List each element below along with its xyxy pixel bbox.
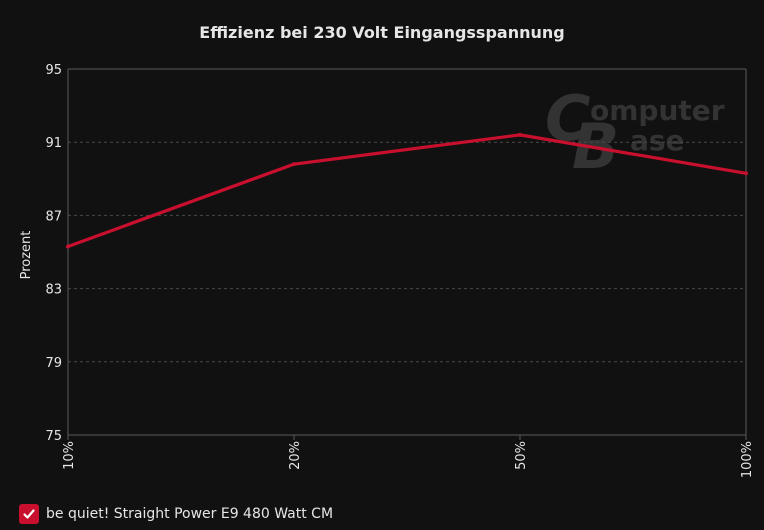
checkmark-icon: [23, 509, 35, 519]
x-tick-label: 10%: [62, 441, 77, 470]
y-tick-label: 75: [45, 429, 62, 444]
watermark-line1: omputer: [590, 94, 725, 127]
y-tick-label: 83: [45, 283, 62, 298]
y-tick-label: 95: [45, 63, 62, 78]
x-tick-label: 50%: [514, 441, 529, 470]
y-tick-label: 79: [45, 356, 62, 371]
data-point[interactable]: [518, 132, 522, 137]
data-point[interactable]: [744, 171, 748, 176]
x-tick-label: 100%: [740, 441, 755, 478]
y-tick-labels: 75 79 83 87 91 95: [45, 63, 62, 444]
axes: [67, 68, 747, 440]
data-point[interactable]: [66, 244, 70, 249]
series-line[interactable]: [66, 133, 748, 249]
x-tick-label: 20%: [288, 441, 303, 470]
y-tick-label: 91: [45, 136, 62, 151]
legend-label: be quiet! Straight Power E9 480 Watt CM: [46, 506, 334, 522]
chart-title: Effizienz bei 230 Volt Eingangsspannung: [199, 23, 564, 42]
series-group: [66, 132, 748, 249]
computerbase-watermark: C B omputer ase: [545, 82, 725, 183]
watermark-line2: ase: [630, 124, 685, 157]
y-axis-label: Prozent: [19, 231, 34, 280]
x-tick-labels: 10% 20% 50% 100%: [62, 441, 755, 478]
gridlines: [68, 141, 746, 363]
legend-checkbox[interactable]: [19, 504, 39, 524]
legend-item[interactable]: be quiet! Straight Power E9 480 Watt CM: [19, 503, 333, 525]
y-tick-label: 87: [45, 209, 62, 224]
data-point[interactable]: [292, 162, 296, 167]
